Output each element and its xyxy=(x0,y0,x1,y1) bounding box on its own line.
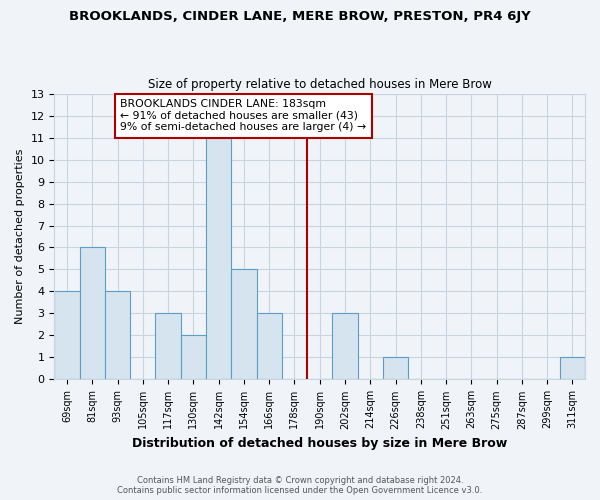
Bar xyxy=(257,314,282,380)
Text: Contains HM Land Registry data © Crown copyright and database right 2024.
Contai: Contains HM Land Registry data © Crown c… xyxy=(118,476,482,495)
Bar xyxy=(560,358,585,380)
Bar xyxy=(155,314,181,380)
X-axis label: Distribution of detached houses by size in Mere Brow: Distribution of detached houses by size … xyxy=(132,437,508,450)
Bar xyxy=(105,292,130,380)
Bar xyxy=(181,336,206,380)
Text: BROOKLANDS, CINDER LANE, MERE BROW, PRESTON, PR4 6JY: BROOKLANDS, CINDER LANE, MERE BROW, PRES… xyxy=(69,10,531,23)
Bar xyxy=(332,314,358,380)
Bar xyxy=(206,138,231,380)
Bar xyxy=(80,248,105,380)
Title: Size of property relative to detached houses in Mere Brow: Size of property relative to detached ho… xyxy=(148,78,491,91)
Bar xyxy=(55,292,80,380)
Text: BROOKLANDS CINDER LANE: 183sqm
← 91% of detached houses are smaller (43)
9% of s: BROOKLANDS CINDER LANE: 183sqm ← 91% of … xyxy=(120,99,366,132)
Bar xyxy=(231,270,257,380)
Bar xyxy=(383,358,408,380)
Y-axis label: Number of detached properties: Number of detached properties xyxy=(15,149,25,324)
